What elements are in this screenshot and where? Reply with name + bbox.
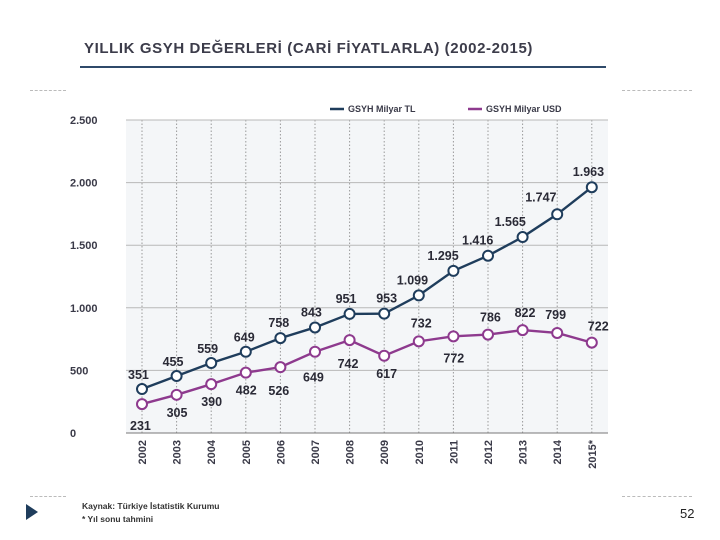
x-tick-label: 2008 xyxy=(345,440,357,464)
x-tick-label: 2012 xyxy=(483,440,495,464)
data-point xyxy=(378,349,391,362)
page-number: 52 xyxy=(680,506,695,521)
source-note: Kaynak: Türkiye İstatistik Kurumu * Yıl … xyxy=(82,500,219,526)
data-point xyxy=(585,181,598,194)
data-point xyxy=(482,249,494,262)
data-label: 617 xyxy=(376,367,397,381)
legend-label: GSYH Milyar USD xyxy=(486,104,562,114)
data-label: 951 xyxy=(336,292,357,306)
data-point xyxy=(274,361,287,374)
x-tick-label: 2013 xyxy=(518,440,530,464)
data-point xyxy=(343,334,356,347)
data-label: 732 xyxy=(411,316,432,330)
data-label: 1.295 xyxy=(427,249,458,263)
data-point xyxy=(205,357,218,370)
data-label: 758 xyxy=(268,316,289,330)
data-point xyxy=(516,324,529,337)
data-point xyxy=(239,345,252,358)
data-point xyxy=(136,383,148,396)
legend-label: GSYH Milyar TL xyxy=(348,104,416,114)
data-point xyxy=(585,336,598,349)
data-point xyxy=(447,330,460,343)
x-tick-label: 2005 xyxy=(241,440,253,464)
data-label: 526 xyxy=(268,384,289,398)
x-tick-label: 2007 xyxy=(310,440,322,464)
x-tick-label: 2014 xyxy=(552,439,564,464)
data-point xyxy=(170,388,183,401)
data-point xyxy=(551,208,564,221)
data-label: 455 xyxy=(163,355,184,369)
data-point xyxy=(551,326,564,339)
data-point xyxy=(205,378,218,391)
x-tick-label: 2004 xyxy=(206,439,218,464)
divider-bottom-left xyxy=(30,496,66,497)
data-label: 649 xyxy=(234,331,255,345)
data-label: 772 xyxy=(443,351,464,365)
chart-title: YILLIK GSYH DEĞERLERİ (CARİ FİYATLARLA) … xyxy=(84,40,533,57)
data-label: 231 xyxy=(130,419,151,433)
plot-area xyxy=(126,120,608,433)
x-tick-label: 2003 xyxy=(172,440,184,464)
series-line xyxy=(141,186,593,391)
data-label: 953 xyxy=(376,292,397,306)
x-tick-label: 2002 xyxy=(137,440,149,464)
data-point xyxy=(412,335,425,348)
estimate-note: * Yıl sonu tahmini xyxy=(82,514,154,524)
source-text: Kaynak: Türkiye İstatistik Kurumu xyxy=(82,501,220,511)
bullet-arrow-icon xyxy=(26,504,38,520)
y-tick-label: 0 xyxy=(70,428,76,440)
data-point xyxy=(482,328,494,341)
data-label: 482 xyxy=(236,384,257,398)
title-underline xyxy=(80,66,606,68)
data-label: 799 xyxy=(545,308,566,322)
divider-top-right xyxy=(622,90,692,91)
data-label: 1.747 xyxy=(525,190,556,204)
data-label: 822 xyxy=(515,306,536,320)
x-tick-label: 2006 xyxy=(275,440,287,464)
data-label: 786 xyxy=(480,311,501,325)
data-point xyxy=(309,345,321,358)
data-point xyxy=(378,307,391,320)
y-tick-label: 2.500 xyxy=(70,115,98,127)
data-label: 722 xyxy=(588,320,609,334)
y-tick-label: 1.500 xyxy=(70,240,98,252)
y-tick-label: 2.000 xyxy=(70,178,98,190)
x-tick-label: 2010 xyxy=(414,440,426,464)
data-label: 1.565 xyxy=(495,215,526,229)
data-point xyxy=(136,398,148,411)
y-tick-label: 500 xyxy=(70,365,88,377)
data-point xyxy=(309,321,321,334)
data-label: 1.963 xyxy=(573,165,604,179)
data-label: 559 xyxy=(197,342,218,356)
y-tick-label: 1.000 xyxy=(70,303,98,315)
data-point xyxy=(516,231,529,244)
data-point xyxy=(447,264,460,277)
x-tick-label: 2011 xyxy=(448,440,460,464)
data-point xyxy=(343,307,356,320)
data-label: 305 xyxy=(167,406,188,420)
x-tick-label: 2015* xyxy=(587,439,599,468)
data-label: 390 xyxy=(201,395,222,409)
data-label: 649 xyxy=(303,371,324,385)
divider-bottom-right xyxy=(622,496,692,497)
data-label: 742 xyxy=(338,357,359,371)
data-point xyxy=(170,370,183,383)
divider-top-left xyxy=(30,90,66,91)
data-point xyxy=(412,289,425,302)
data-label: 351 xyxy=(128,368,149,382)
data-label: 843 xyxy=(301,305,322,319)
data-point xyxy=(239,366,252,379)
data-label: 1.416 xyxy=(462,234,493,248)
x-tick-label: 2009 xyxy=(379,440,391,464)
data-point xyxy=(274,332,287,345)
data-label: 1.099 xyxy=(397,273,428,287)
